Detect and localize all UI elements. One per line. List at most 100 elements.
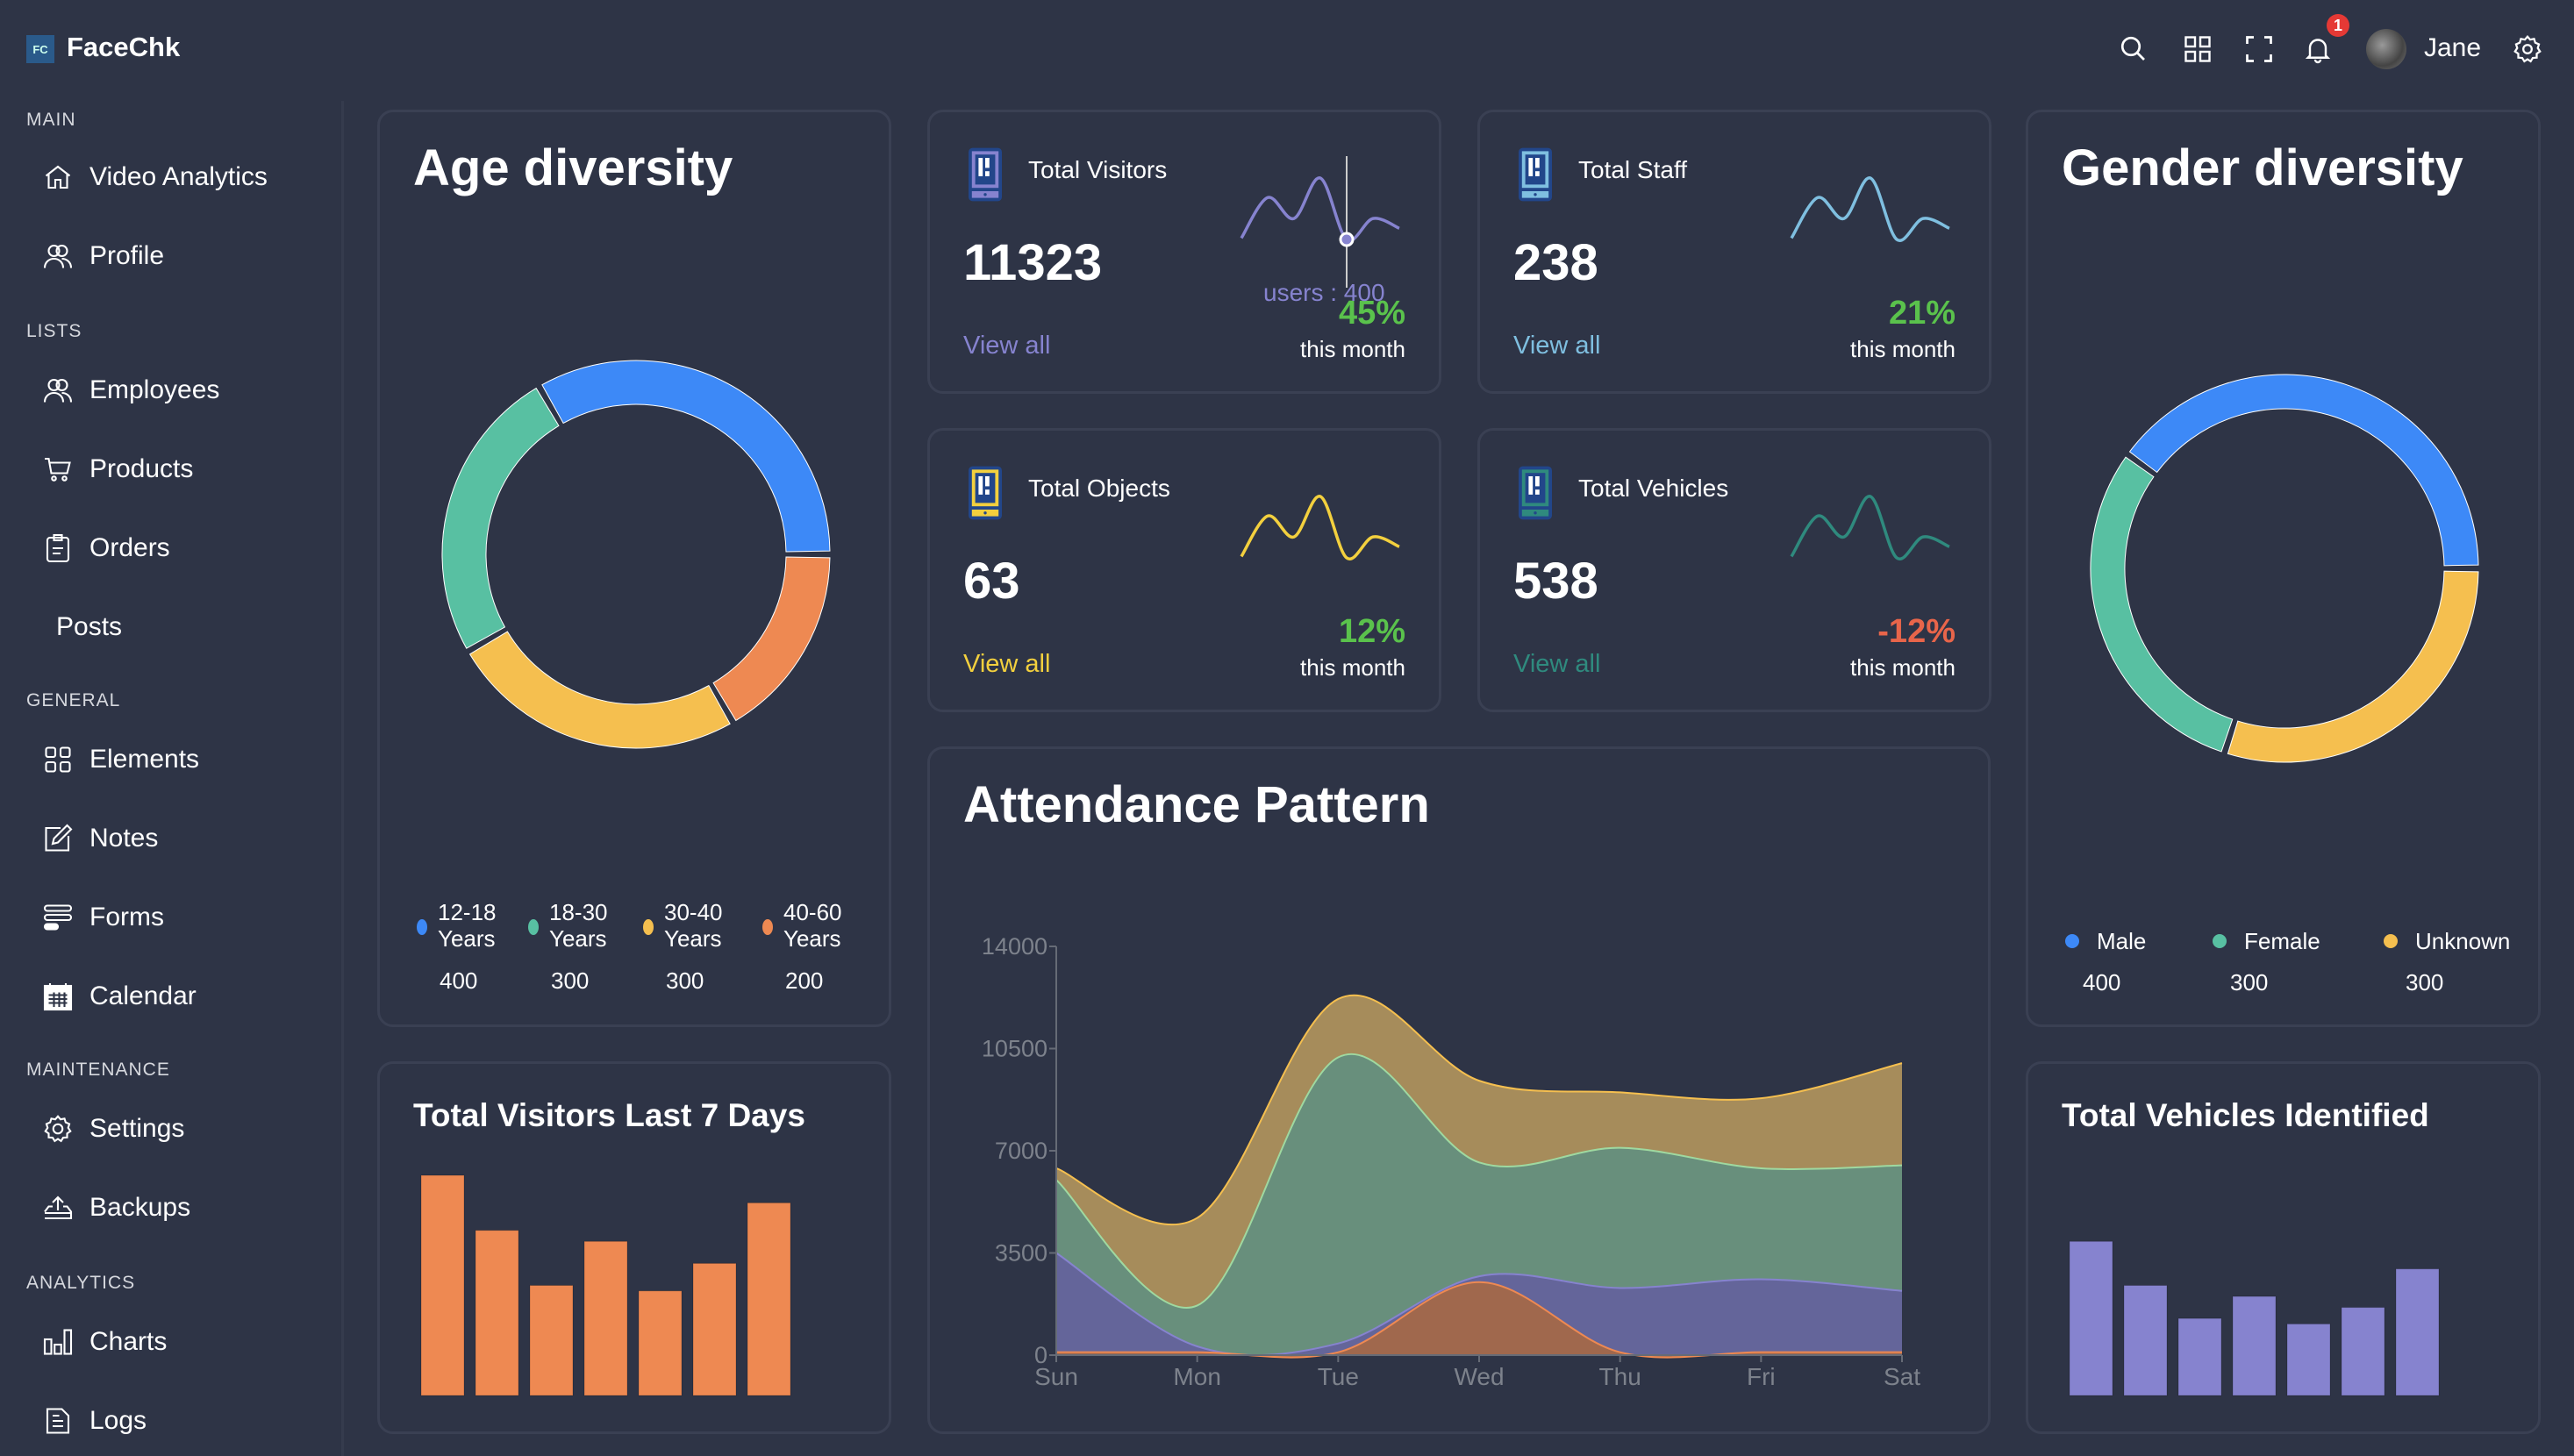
y-tick-label: 14000 — [982, 933, 1047, 960]
sidebar-item-posts[interactable]: Posts — [42, 605, 122, 649]
y-tick-label: 7000 — [995, 1138, 1047, 1164]
legend-label[interactable]: Unknown — [2415, 928, 2511, 954]
cart-icon — [45, 457, 71, 482]
age-diversity-title: Age diversity — [413, 139, 733, 196]
sidebar-item-charts[interactable]: Charts — [42, 1320, 167, 1364]
legend-label[interactable]: 40-60 Years — [783, 899, 842, 952]
visitors-bar[interactable] — [475, 1230, 519, 1396]
search-icon[interactable] — [2118, 33, 2149, 65]
gender-slice-2[interactable] — [2227, 570, 2479, 763]
sidebar-item-employees[interactable]: Employees — [42, 368, 219, 412]
calendar-icon — [43, 983, 73, 1011]
vehicles-bar[interactable] — [2286, 1323, 2331, 1396]
legend-label-line: Years — [549, 925, 607, 952]
view-all-link[interactable]: View all — [1513, 332, 1601, 360]
stat-period: this month — [1850, 654, 1956, 681]
visitors-bar[interactable] — [692, 1262, 737, 1396]
area-series-2[interactable] — [1056, 1053, 1902, 1355]
fullscreen-icon[interactable] — [2243, 33, 2275, 65]
sparkline-line — [1790, 176, 1950, 243]
stat-change: 45% — [1338, 295, 1405, 332]
sidebar-item-elements[interactable]: Elements — [42, 738, 199, 782]
visitors-bar[interactable] — [747, 1202, 791, 1396]
sidebar-section-label: MAINTENANCE — [26, 1060, 170, 1080]
gender-slice-0[interactable] — [2128, 374, 2479, 567]
legend-value: 300 — [2230, 969, 2269, 996]
legend-label[interactable]: 30-40 Years — [664, 899, 723, 952]
legend-label[interactable]: Female — [2244, 928, 2320, 954]
gender-diversity-card: Gender diversity Male 400 Female 300 Unknown… — [2026, 110, 2541, 1027]
age-slice-0[interactable] — [541, 360, 831, 553]
age-slice-2[interactable] — [468, 631, 731, 749]
sidebar-section-label: MAIN — [26, 110, 76, 130]
sidebar-item-video-analytics[interactable]: Video Analytics — [42, 155, 268, 199]
sidebar-section-label: ANALYTICS — [26, 1273, 136, 1293]
vehicles-bar[interactable] — [2123, 1285, 2168, 1396]
legend-label[interactable]: Male — [2097, 928, 2147, 954]
sidebar-item-calendar[interactable]: Calendar — [42, 974, 197, 1018]
vehicles-bar[interactable] — [2069, 1240, 2113, 1396]
stat-value: 538 — [1513, 553, 1598, 610]
vehicles-identified-title: Total Vehicles Identified — [2062, 1097, 2429, 1133]
legend-value: 200 — [785, 967, 824, 994]
sidebar-item-orders[interactable]: Orders — [42, 526, 170, 570]
app-logo[interactable]: FC — [26, 35, 54, 63]
sparkline-line — [1790, 495, 1950, 561]
attendance-area-chart: 0 3500 7000 10500 14000 Sun Mon Tue Wed Thu Fri Sat — [982, 933, 1920, 1390]
legend-label-line: Years — [664, 925, 722, 952]
mobile-device-icon — [1519, 147, 1552, 202]
user-name[interactable]: Jane — [2424, 33, 2482, 62]
gender-slice-1[interactable] — [2090, 456, 2234, 753]
sidebar-item-backups[interactable]: Backups — [42, 1186, 190, 1230]
visitors-bar[interactable] — [638, 1290, 683, 1396]
visitors-bar[interactable] — [583, 1240, 628, 1396]
sparkline-line — [1240, 495, 1400, 561]
sidebar-item-label: Posts — [56, 612, 123, 641]
x-tick-label: Fri — [1747, 1363, 1776, 1390]
sidebar-item-profile[interactable]: Profile — [42, 234, 164, 278]
avatar[interactable] — [2366, 29, 2406, 69]
age-slice-1[interactable] — [441, 387, 560, 649]
x-tick-label: Mon — [1173, 1363, 1220, 1390]
sidebar-item-label: Forms — [89, 903, 164, 931]
sidebar-item-label: Charts — [89, 1327, 168, 1356]
vehicles-bar[interactable] — [2395, 1268, 2440, 1396]
bell-icon[interactable] — [2302, 33, 2334, 65]
legend-value: 400 — [440, 967, 478, 994]
vehicles-bar[interactable] — [2177, 1317, 2222, 1396]
sidebar-item-notes[interactable]: Notes — [42, 817, 158, 860]
sidebar-item-settings[interactable]: Settings — [42, 1107, 184, 1151]
vehicles-bar[interactable] — [2232, 1295, 2277, 1396]
stat-title: Total Staff — [1578, 156, 1688, 183]
age-slice-3[interactable] — [712, 556, 831, 722]
sidebar-item-forms[interactable]: Forms — [42, 896, 164, 939]
sparkline — [1240, 495, 1400, 561]
sidebar-item-logs[interactable]: Logs — [42, 1399, 147, 1443]
sidebar-item-products[interactable]: Products — [42, 447, 193, 491]
brand-name[interactable]: FaceChk — [67, 32, 181, 62]
area-series-line-1 — [1055, 1252, 1903, 1357]
legend-label[interactable]: 12-18 Years — [438, 899, 497, 952]
x-tick-label: Sat — [1884, 1363, 1920, 1390]
home-icon — [45, 165, 71, 189]
view-all-link[interactable]: View all — [963, 332, 1051, 360]
gear-icon[interactable] — [2512, 33, 2543, 65]
legend-label[interactable]: 18-30 Years — [549, 899, 608, 952]
grid-icon[interactable] — [2182, 33, 2213, 65]
total-vehicles-card: Total Vehicles 538 View all -12% this mo… — [1477, 428, 1991, 712]
upload-tray-icon — [44, 1195, 73, 1220]
clipboard-icon — [46, 533, 70, 563]
view-all-link[interactable]: View all — [963, 650, 1051, 678]
x-tick-label: Wed — [1454, 1363, 1504, 1390]
y-tick-label: 0 — [1034, 1342, 1047, 1368]
area-series-line-3 — [1055, 994, 1903, 1225]
sidebar-section-label: LISTS — [26, 321, 82, 341]
bar-chart-icon — [43, 1329, 73, 1355]
visitors-bar[interactable] — [529, 1285, 574, 1396]
gear-icon — [44, 1115, 72, 1143]
area-series-0[interactable] — [1056, 1281, 1902, 1358]
vehicles-bar[interactable] — [2341, 1307, 2385, 1396]
view-all-link[interactable]: View all — [1513, 650, 1601, 678]
visitors-bar[interactable] — [420, 1174, 465, 1396]
sparkline-point[interactable] — [1339, 232, 1355, 247]
